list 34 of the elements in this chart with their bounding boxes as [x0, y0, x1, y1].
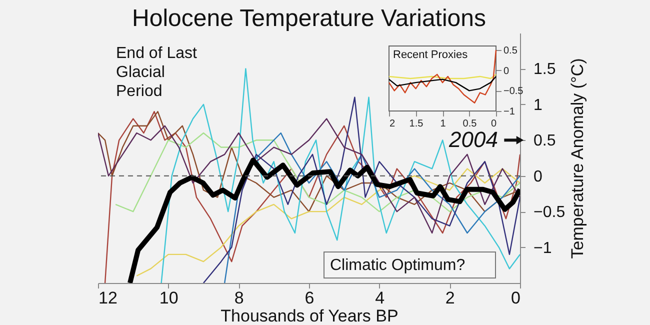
- y-axis-title: Temperature Anomaly (°C): [568, 58, 588, 259]
- line-series: [388, 49, 497, 104]
- x-tick-label: 0.5: [462, 118, 478, 130]
- x-tick-label: 4: [375, 288, 385, 308]
- line-series: [388, 76, 497, 92]
- y-tick-label: 0: [534, 168, 542, 186]
- chart-title: Holocene Temperature Variations: [132, 5, 486, 32]
- line-series: [136, 168, 520, 276]
- x-tick-label: 8: [234, 288, 244, 308]
- line-series: [98, 118, 520, 234]
- annotation: 2004: [448, 127, 498, 152]
- y-tick-label: −0.5: [534, 204, 566, 222]
- x-tick-label: 2: [445, 288, 455, 308]
- annotation: End of Last Glacial Period: [116, 45, 198, 100]
- y-tick-label: 0.5: [534, 132, 556, 150]
- x-tick-label: 1: [440, 118, 446, 130]
- x-tick-label: 10: [159, 288, 178, 308]
- line-series: [202, 96, 520, 283]
- y-tick-label: 0: [504, 66, 510, 77]
- x-tick-label: 1.5: [409, 118, 424, 130]
- chart-title: Recent Proxies: [393, 49, 468, 61]
- line-series: [114, 132, 520, 212]
- y-tick-label: 1.5: [534, 61, 556, 78]
- x-tick-label: 6: [304, 288, 314, 308]
- y-tick-label: −0.5: [504, 86, 524, 98]
- y-tick-label: 1: [534, 96, 542, 114]
- x-tick-label: 0: [490, 118, 497, 130]
- y-tick-label: −1: [534, 240, 552, 257]
- annotation: Climatic Optimum?: [330, 257, 466, 274]
- y-tick-label: −1: [504, 106, 516, 118]
- y-tick-label: 0.5: [504, 46, 518, 57]
- x-tick-label: 2: [390, 118, 396, 130]
- x-tick-label: 12: [98, 288, 118, 308]
- x-axis-title: Thousands of Years BP: [220, 306, 398, 325]
